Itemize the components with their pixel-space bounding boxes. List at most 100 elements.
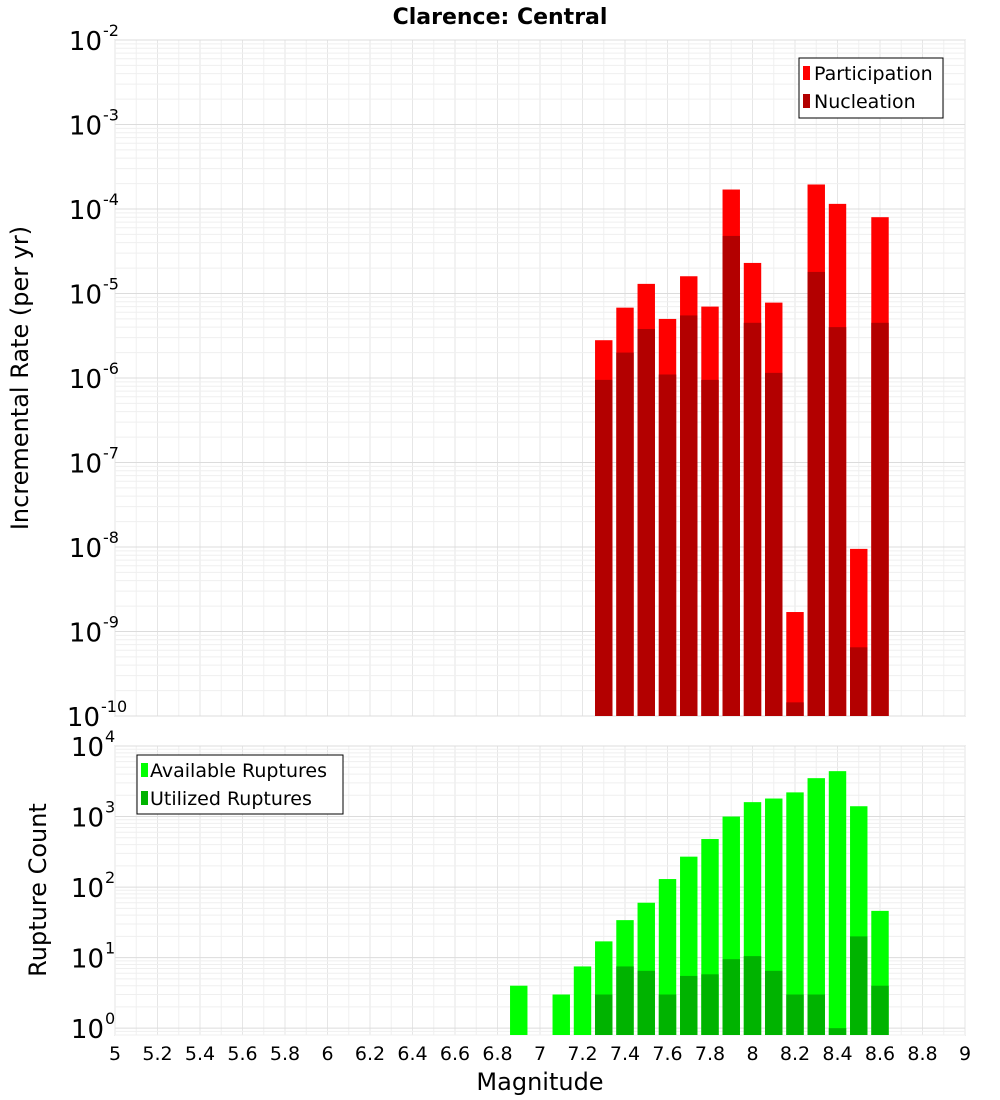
y-tick-base: 10	[71, 1015, 104, 1045]
legend-label-participation: Participation	[814, 63, 933, 85]
x-tick-label: 6.4	[397, 1043, 427, 1065]
utilized-bar	[701, 974, 719, 1035]
legend-swatch-nucleation	[803, 94, 810, 108]
available-bar	[510, 985, 528, 1035]
utilized-bar	[722, 959, 740, 1035]
y-tick-label: 10 2	[71, 868, 115, 904]
nucleation-bar	[680, 315, 698, 716]
y-tick-exponent: 4	[105, 727, 115, 746]
y-tick-label: 10 -6	[69, 359, 119, 395]
available-bar	[786, 792, 804, 1035]
top-legend: Participation Nucleation	[798, 57, 944, 119]
x-tick-label: 5.8	[270, 1043, 300, 1065]
x-tick-label: 8.6	[865, 1043, 895, 1065]
y-tick-base: 10	[67, 703, 100, 733]
y-tick-exponent: -10	[101, 697, 127, 716]
y-tick-exponent: -8	[103, 528, 119, 547]
y-tick-label: 10 1	[71, 939, 115, 975]
y-tick-exponent: -4	[103, 190, 119, 209]
top-legend-box	[798, 57, 944, 119]
nucleation-bar	[616, 352, 634, 716]
utilized-bar	[765, 970, 783, 1035]
y-tick-label: 10 -4	[69, 190, 119, 226]
utilized-bar	[871, 985, 889, 1035]
x-tick-label: 7.8	[695, 1043, 725, 1065]
bottom-legend: Available Ruptures Utilized Ruptures	[136, 754, 344, 815]
available-bar	[573, 966, 592, 1035]
utilized-bar	[743, 956, 762, 1035]
x-tick-label: 6.6	[440, 1043, 470, 1065]
top-bars	[595, 184, 889, 717]
y-tick-exponent: -5	[103, 275, 119, 294]
y-tick-label: 10 -10	[67, 697, 127, 733]
available-bar	[552, 994, 570, 1035]
y-tick-label: 10 0	[71, 1009, 115, 1045]
y-tick-base: 10	[71, 874, 104, 904]
y-tick-exponent: 2	[105, 868, 115, 887]
x-tick-label: 6.2	[355, 1043, 385, 1065]
nucleation-bar	[871, 322, 889, 716]
nucleation-bar	[765, 372, 783, 716]
utilized-bar	[807, 994, 825, 1035]
legend-label-nucleation: Nucleation	[814, 91, 916, 113]
legend-label-available: Available Ruptures	[150, 760, 327, 782]
bottom-y-axis-label: Rupture Count	[24, 803, 52, 977]
y-tick-label: 10 4	[71, 727, 115, 763]
bottom-bars	[510, 771, 889, 1035]
x-tick-labels: 5 5.2 5.4 5.6 5.8 6 6.2 6.4 6.6 6.8 7 7.2 7.4 7.6 7.8 8…	[109, 1043, 971, 1065]
top-y-axis-label: Incremental Rate (per yr)	[6, 226, 34, 530]
y-tick-label: 10 -2	[69, 21, 119, 57]
y-tick-exponent: -3	[103, 106, 119, 125]
nucleation-bar	[595, 379, 613, 716]
utilized-bar	[850, 936, 868, 1035]
x-tick-label: 5.4	[185, 1043, 215, 1065]
participation-bar	[786, 612, 804, 716]
y-tick-exponent: 1	[105, 939, 115, 958]
utilized-bar	[680, 975, 698, 1035]
y-tick-base: 10	[69, 281, 102, 311]
nucleation-bar	[743, 322, 762, 716]
nucleation-bar	[850, 647, 868, 716]
y-tick-base: 10	[71, 733, 104, 763]
nucleation-bar	[807, 271, 825, 716]
y-tick-base: 10	[69, 534, 102, 564]
legend-swatch-participation	[803, 66, 810, 80]
y-tick-exponent: 0	[105, 1009, 115, 1028]
x-tick-label: 8.4	[822, 1043, 852, 1065]
y-tick-base: 10	[69, 196, 102, 226]
y-tick-label: 10 3	[71, 798, 115, 834]
x-tick-label: 5	[109, 1043, 121, 1065]
y-tick-base: 10	[71, 945, 104, 975]
nucleation-bar	[828, 327, 847, 716]
y-tick-exponent: 3	[105, 798, 115, 817]
x-tick-label: 9	[959, 1043, 971, 1065]
utilized-bar	[616, 966, 634, 1035]
y-tick-base: 10	[69, 27, 102, 57]
x-tick-label: 6	[321, 1043, 333, 1065]
y-tick-label: 10 -8	[69, 528, 119, 564]
y-tick-exponent: -7	[103, 444, 119, 463]
y-tick-exponent: -2	[103, 21, 119, 40]
bottom-legend-box	[136, 754, 344, 815]
y-tick-label: 10 -3	[69, 106, 119, 142]
x-tick-label: 8.2	[780, 1043, 810, 1065]
x-tick-label: 8	[746, 1043, 758, 1065]
y-tick-base: 10	[69, 112, 102, 142]
x-tick-label: 7	[534, 1043, 546, 1065]
x-tick-label: 5.6	[227, 1043, 257, 1065]
y-tick-base: 10	[71, 804, 104, 834]
utilized-bar	[658, 994, 677, 1035]
y-tick-label: 10 -7	[69, 444, 119, 480]
y-tick-label: 10 -9	[69, 613, 119, 649]
available-bar	[828, 771, 847, 1035]
y-tick-base: 10	[69, 450, 102, 480]
nucleation-bar	[701, 379, 719, 716]
legend-swatch-available	[141, 763, 148, 777]
y-tick-exponent: -9	[103, 613, 119, 632]
available-bar	[807, 778, 825, 1035]
utilized-bar	[595, 994, 613, 1035]
